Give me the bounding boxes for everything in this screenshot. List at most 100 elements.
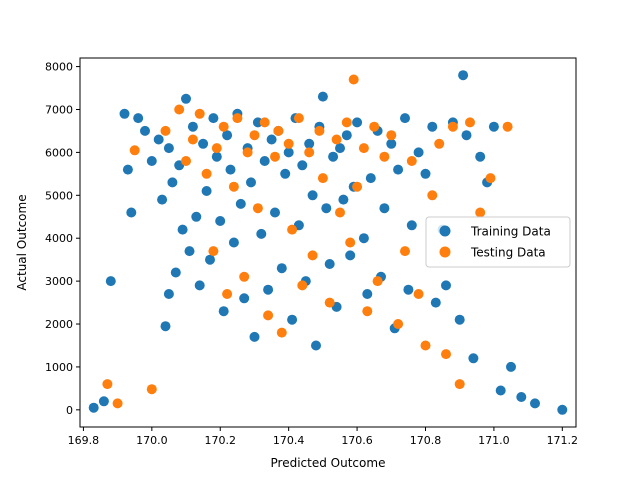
data-point bbox=[335, 143, 345, 154]
data-point bbox=[502, 121, 513, 132]
data-point bbox=[516, 392, 527, 402]
data-point bbox=[293, 113, 304, 124]
data-point bbox=[242, 147, 253, 158]
data-point bbox=[140, 125, 150, 136]
data-point bbox=[88, 402, 99, 413]
data-point bbox=[379, 151, 390, 162]
data-point bbox=[400, 246, 410, 257]
x-tick-label: 171.2 bbox=[547, 434, 579, 447]
series-training bbox=[88, 70, 568, 415]
data-point bbox=[434, 138, 445, 149]
data-point bbox=[447, 121, 458, 132]
data-point bbox=[201, 168, 212, 179]
data-point bbox=[352, 181, 363, 192]
data-point bbox=[427, 121, 438, 132]
data-point bbox=[163, 143, 174, 154]
x-tick-label: 170.0 bbox=[136, 434, 168, 447]
data-point bbox=[454, 379, 465, 390]
data-point bbox=[181, 156, 191, 166]
data-point bbox=[263, 284, 274, 295]
data-point bbox=[246, 177, 256, 188]
data-point bbox=[184, 246, 195, 257]
data-point bbox=[273, 125, 284, 136]
data-point bbox=[153, 134, 164, 145]
y-tick-label: 5000 bbox=[45, 189, 73, 202]
legend: Training Data Testing Data bbox=[425, 216, 571, 268]
data-point bbox=[205, 254, 215, 265]
data-point bbox=[420, 340, 431, 351]
data-point bbox=[338, 194, 349, 205]
y-tick-label: 4000 bbox=[45, 232, 73, 245]
data-point bbox=[393, 319, 404, 329]
data-point bbox=[530, 398, 540, 409]
data-point bbox=[403, 284, 414, 295]
data-point bbox=[249, 130, 260, 141]
data-point bbox=[194, 108, 205, 119]
data-point bbox=[335, 207, 345, 218]
data-point bbox=[345, 250, 356, 261]
data-point bbox=[259, 117, 270, 128]
data-point bbox=[406, 156, 417, 166]
data-point bbox=[228, 181, 239, 192]
data-point bbox=[365, 173, 376, 184]
data-point bbox=[506, 361, 516, 372]
data-point bbox=[167, 177, 178, 188]
data-point bbox=[239, 293, 250, 304]
data-point bbox=[393, 164, 404, 175]
data-point bbox=[341, 130, 352, 141]
data-point bbox=[406, 220, 417, 231]
data-point bbox=[362, 289, 373, 299]
data-point bbox=[211, 151, 222, 162]
data-point bbox=[465, 117, 475, 128]
data-point bbox=[119, 108, 130, 119]
data-point bbox=[228, 237, 239, 248]
data-point bbox=[495, 385, 506, 396]
data-point bbox=[341, 117, 352, 128]
y-tick-label: 0 bbox=[66, 404, 73, 417]
data-point bbox=[249, 331, 260, 342]
data-point bbox=[348, 74, 359, 85]
y-tick-label: 7000 bbox=[45, 103, 73, 116]
data-point bbox=[441, 349, 451, 360]
data-point bbox=[177, 224, 188, 235]
data-point bbox=[160, 321, 171, 332]
data-point bbox=[211, 143, 222, 154]
data-point bbox=[222, 130, 233, 141]
data-point bbox=[358, 143, 369, 154]
data-point bbox=[174, 104, 185, 115]
data-point bbox=[307, 190, 318, 201]
data-point bbox=[146, 156, 157, 166]
data-point bbox=[259, 156, 270, 166]
data-point bbox=[222, 289, 233, 299]
data-point bbox=[102, 379, 113, 390]
x-tick-label: 170.6 bbox=[341, 434, 373, 447]
legend-label-testing: Testing Data bbox=[470, 246, 546, 260]
data-point bbox=[198, 138, 209, 149]
data-point bbox=[386, 130, 397, 141]
data-point bbox=[362, 306, 373, 317]
data-point bbox=[485, 173, 496, 184]
series-testing bbox=[102, 74, 513, 409]
data-point bbox=[270, 207, 280, 218]
y-axis: 0 1000 2000 3000 4000 5000 6000 7000 8000 bbox=[45, 61, 80, 417]
y-tick-label: 3000 bbox=[45, 275, 73, 288]
points-layer bbox=[88, 70, 568, 415]
data-point bbox=[232, 113, 243, 124]
data-point bbox=[304, 147, 315, 158]
data-point bbox=[201, 186, 212, 196]
data-point bbox=[133, 113, 144, 124]
y-tick-label: 6000 bbox=[45, 146, 73, 159]
data-point bbox=[270, 151, 280, 162]
data-point bbox=[307, 250, 318, 261]
data-point bbox=[488, 121, 499, 132]
data-point bbox=[126, 207, 137, 218]
data-point bbox=[191, 211, 202, 222]
data-point bbox=[324, 259, 335, 269]
data-point bbox=[225, 164, 236, 175]
data-point bbox=[317, 173, 328, 184]
data-point bbox=[317, 91, 328, 102]
data-point bbox=[427, 190, 438, 201]
data-point bbox=[187, 134, 198, 145]
data-point bbox=[352, 117, 363, 128]
data-point bbox=[170, 267, 181, 278]
